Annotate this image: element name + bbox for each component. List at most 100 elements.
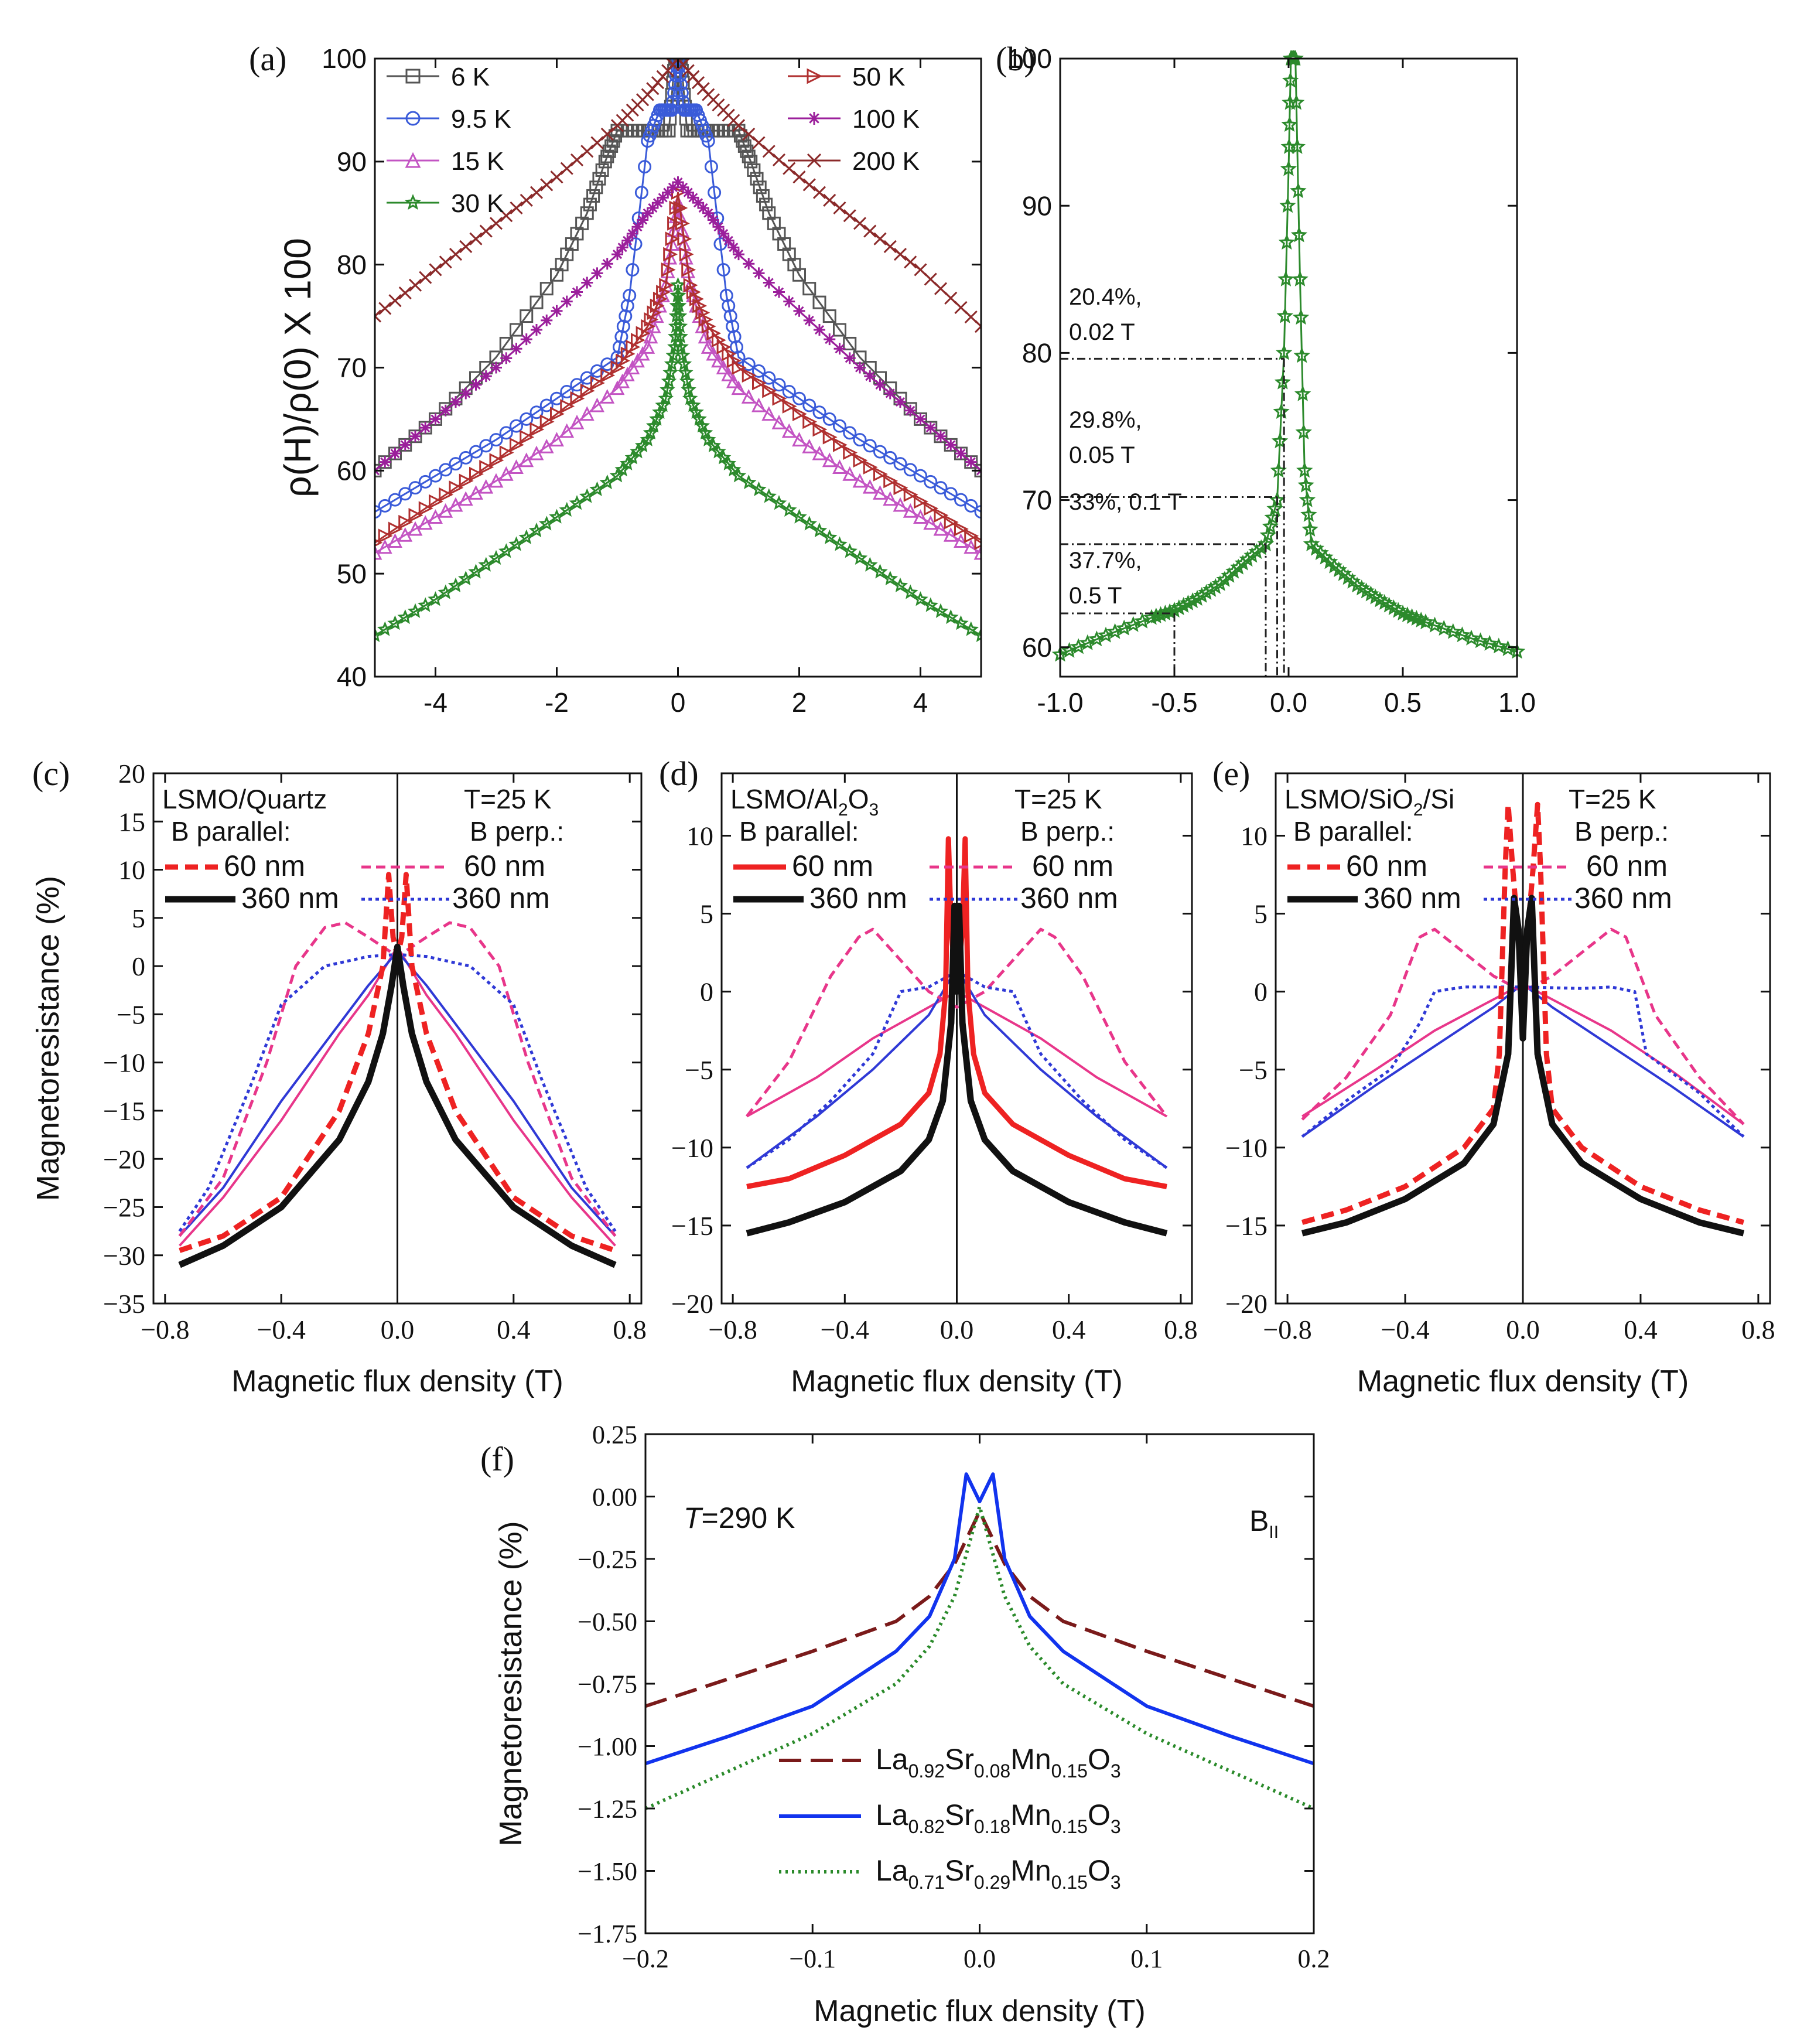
data-point: [873, 466, 888, 482]
data-point: [389, 448, 401, 460]
data-point: [761, 406, 777, 421]
y-tick-label: 40: [337, 661, 367, 692]
data-point: [862, 557, 878, 572]
data-point: [803, 314, 815, 326]
data-point: [488, 473, 504, 488]
plot-area-d: [746, 773, 1168, 1303]
data-point: [439, 255, 452, 269]
legend-label: 60 nm: [224, 849, 305, 882]
legend-entry: 360 nm: [1287, 882, 1461, 914]
x-tick-label: 0.0: [381, 1315, 415, 1345]
series-parallel-360-nm: [178, 943, 617, 1268]
legend-label: 60 nm: [1346, 849, 1427, 882]
data-point: [954, 493, 968, 507]
data-point: [652, 197, 664, 209]
header-substrate: LSMO/SiO2/Si: [1284, 784, 1454, 820]
data-point: [458, 491, 473, 506]
data-point: [387, 615, 403, 630]
x-tick-label: 0.4: [497, 1315, 531, 1345]
data-point: [469, 466, 484, 482]
data-point: [500, 209, 513, 223]
data-point: [550, 407, 565, 422]
data-point: [924, 272, 937, 286]
data-point: [619, 309, 633, 323]
data-point: [761, 488, 777, 503]
data-point: [863, 460, 878, 475]
data-point: [681, 262, 696, 277]
y-tick-label: −20: [671, 1289, 713, 1319]
annotation-text: 0.5 T: [1069, 583, 1122, 609]
data-point: [924, 501, 939, 516]
data-point: [459, 451, 473, 465]
data-point: [408, 278, 422, 292]
y-tick-label: 80: [1022, 337, 1052, 368]
legend-label: 360 nm: [1364, 882, 1461, 914]
data-point: [612, 340, 626, 354]
data-point: [853, 433, 867, 447]
data-point: [600, 127, 614, 141]
data-point: [479, 224, 493, 238]
data-point: [954, 301, 968, 314]
data-point: [529, 422, 545, 437]
data-point: [822, 412, 836, 426]
y-tick-label: 10: [1241, 821, 1268, 851]
data-point: [1472, 632, 1489, 649]
data-point: [882, 571, 898, 586]
data-point: [1157, 605, 1174, 621]
data-point: [510, 437, 524, 452]
y-tick-label: −20: [103, 1144, 145, 1174]
data-point: [1463, 629, 1480, 646]
data-point: [692, 197, 704, 209]
series-perp-60-nm: [746, 927, 1168, 1118]
data-point: [531, 324, 542, 336]
y-tick-label: 10: [686, 821, 713, 851]
data-point: [1125, 616, 1142, 632]
data-point: [1262, 517, 1279, 534]
data-point: [742, 357, 756, 371]
data-point: [616, 241, 628, 254]
data-point: [388, 533, 402, 548]
data-point: [550, 170, 563, 184]
data-point: [626, 227, 638, 240]
header-orientation-right: B perp.:: [1020, 816, 1115, 847]
legend-label: 60 nm: [464, 849, 545, 882]
data-point: [418, 501, 433, 516]
data-point: [429, 413, 442, 425]
data-point: [539, 438, 554, 453]
data-point: [1278, 234, 1296, 250]
data-point: [591, 267, 603, 279]
data-point: [674, 77, 688, 91]
data-point: [1301, 520, 1318, 537]
data-point: [974, 505, 981, 519]
data-point: [671, 308, 688, 323]
data-point: [792, 170, 806, 184]
data-point: [469, 445, 483, 459]
legend-label: 60 nm: [792, 849, 873, 882]
data-point: [762, 371, 776, 385]
data-point: [480, 370, 492, 383]
data-point: [1444, 623, 1462, 639]
data-point: [581, 277, 593, 289]
data-point: [973, 545, 981, 560]
y-tick-label: −10: [671, 1133, 713, 1163]
data-point: [586, 189, 600, 203]
y-tick-label: −10: [103, 1048, 145, 1078]
data-point: [459, 473, 474, 489]
data-point: [664, 356, 680, 371]
data-point: [399, 439, 411, 451]
data-point: [833, 343, 846, 355]
data-point: [1276, 307, 1293, 323]
data-point: [704, 160, 718, 174]
data-point: [428, 591, 443, 606]
data-point: [375, 627, 383, 642]
data-point: [1288, 94, 1305, 110]
data-point: [802, 414, 818, 429]
data-point: [559, 423, 575, 438]
data-point: [802, 438, 817, 453]
data-point: [705, 437, 722, 453]
data-point: [388, 521, 403, 537]
data-point: [782, 385, 796, 399]
data-point: [843, 426, 857, 440]
header-temperature: T=25 K: [1569, 784, 1656, 814]
data-point: [673, 339, 689, 354]
